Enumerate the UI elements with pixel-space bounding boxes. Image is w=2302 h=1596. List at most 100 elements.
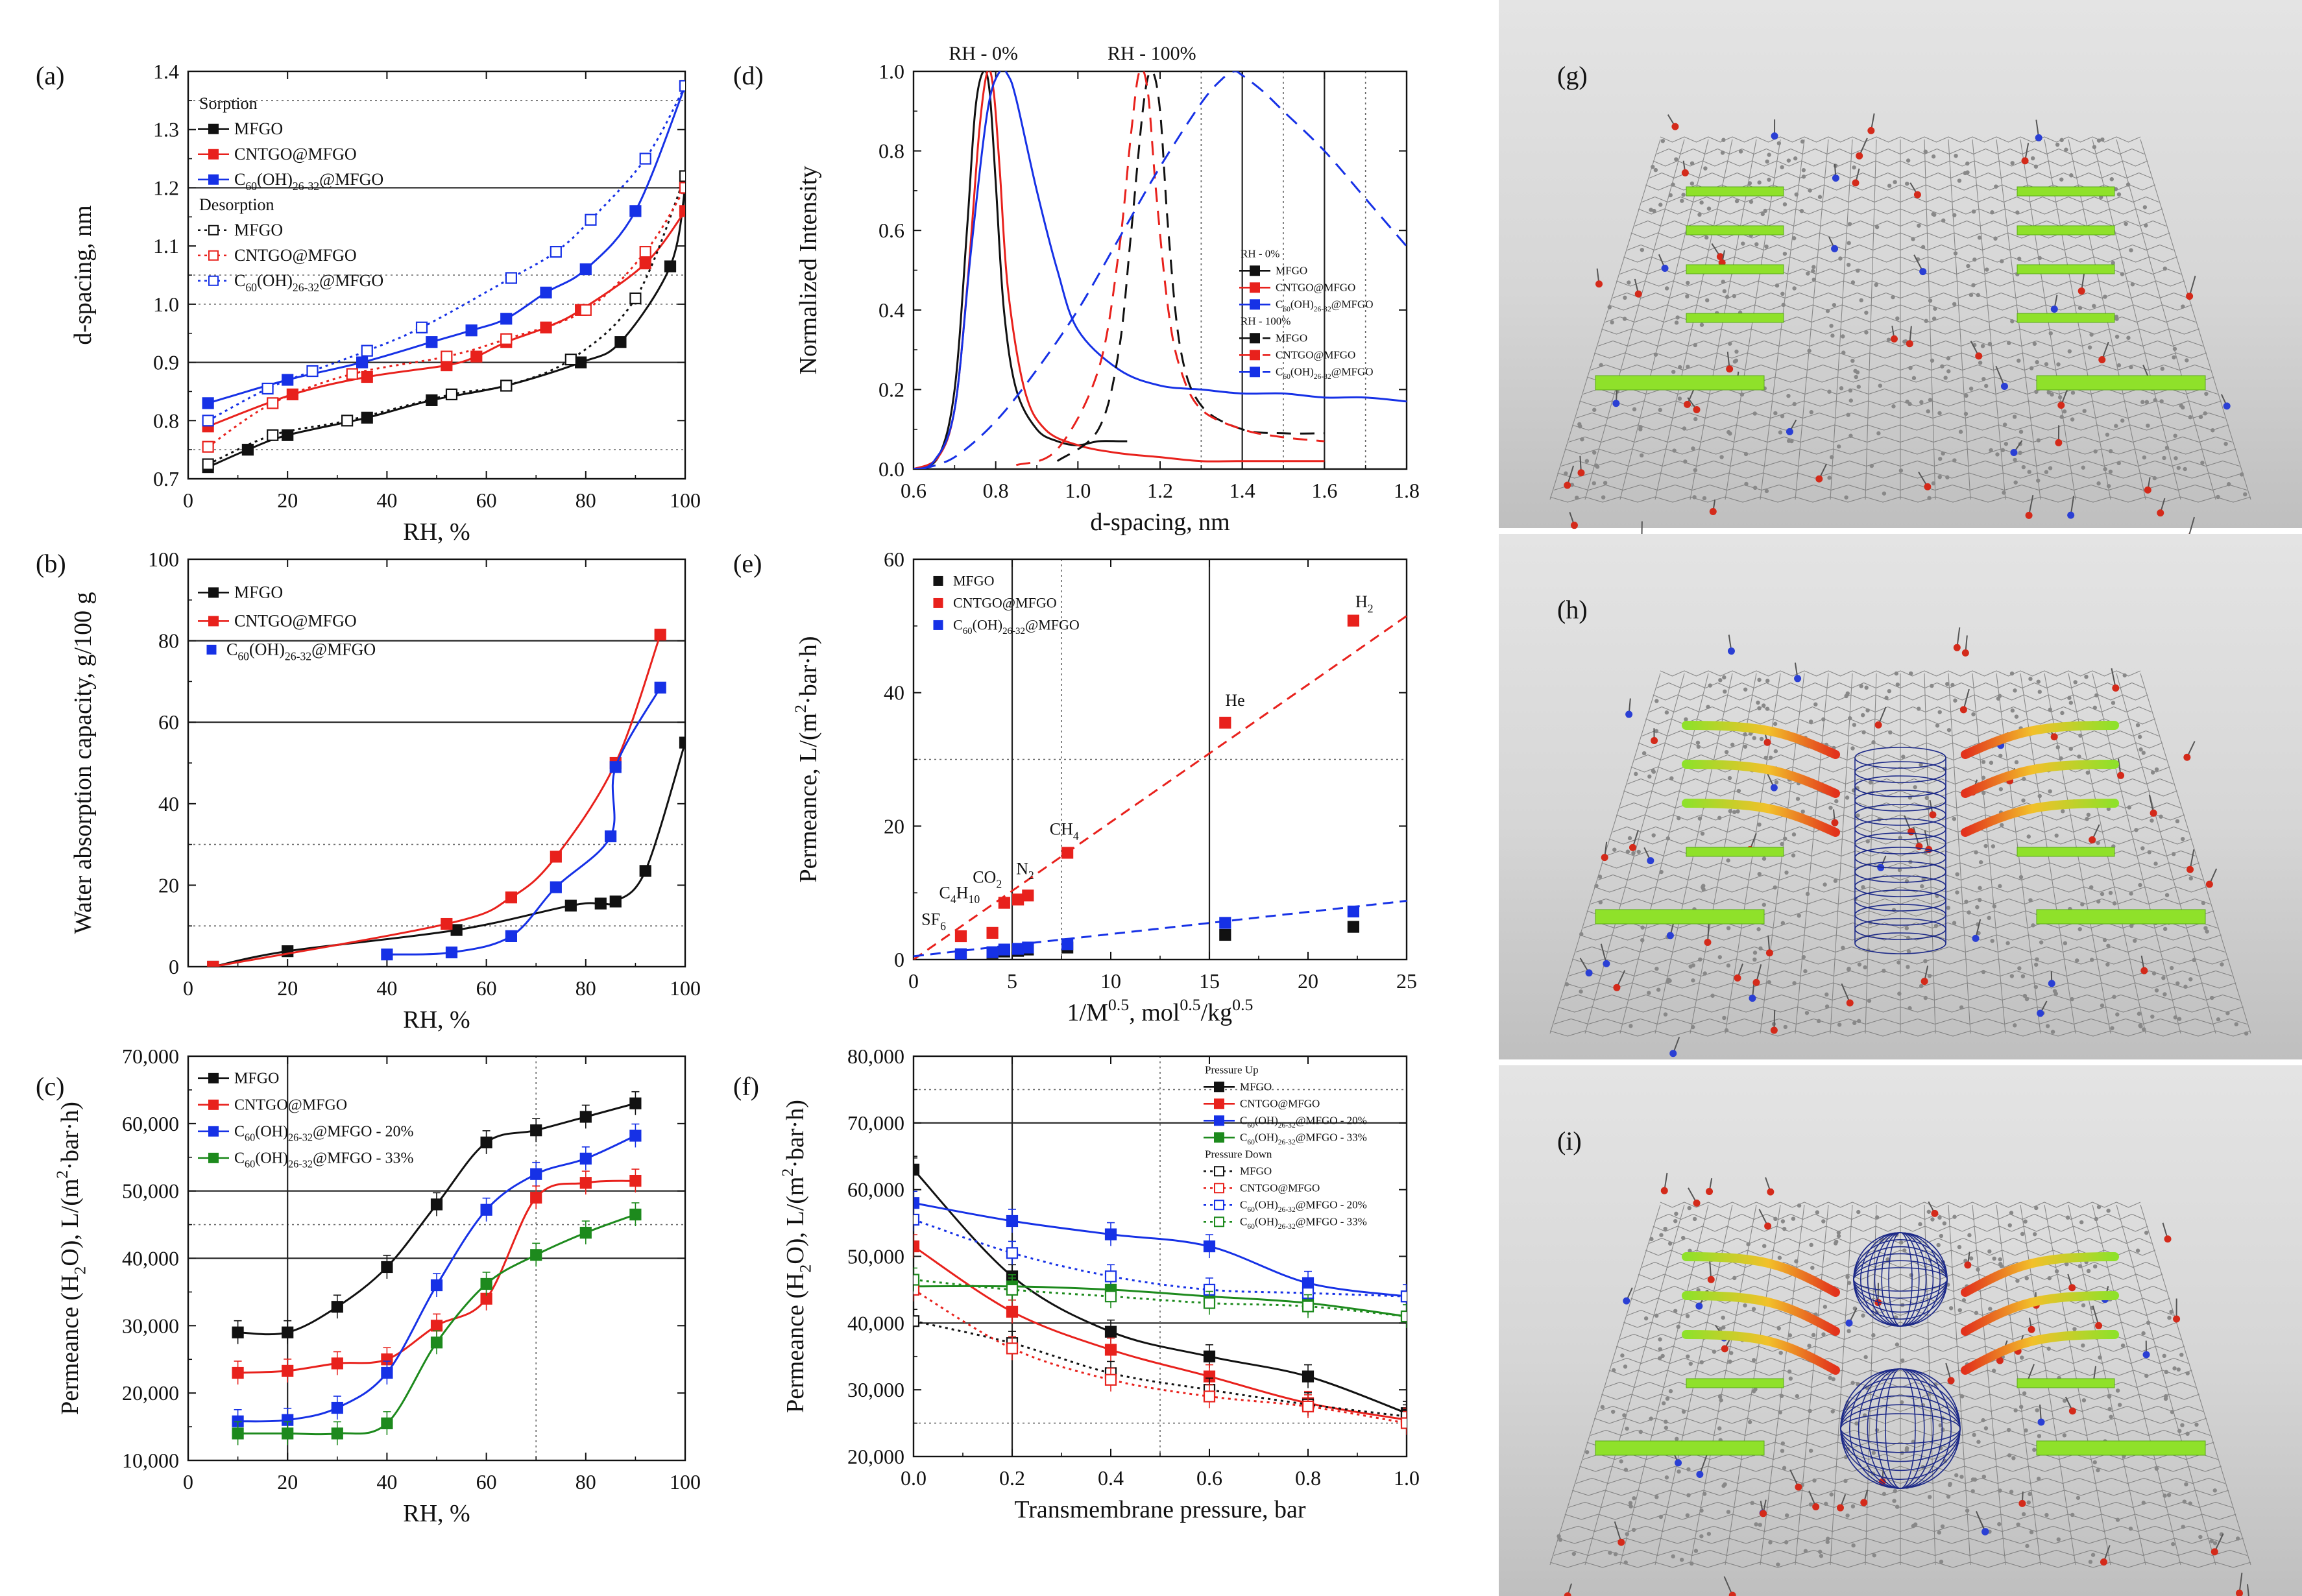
graphene-column xyxy=(2092,1204,2181,1566)
carbon-atom xyxy=(1760,212,1765,217)
carbon-atom xyxy=(1599,363,1603,367)
carbon-atom xyxy=(1747,181,1752,186)
data-point xyxy=(639,246,651,258)
carbon-atom xyxy=(1847,1281,1852,1285)
carbon-atom xyxy=(1850,280,1856,285)
data-point xyxy=(346,368,358,380)
carbon-atom xyxy=(1867,998,1872,1003)
x-tick-label: 0 xyxy=(183,489,193,512)
legend-label: CNTGO@MFGO xyxy=(1240,1098,1320,1110)
functional-group-atom xyxy=(1617,1538,1625,1546)
carbon-atom xyxy=(2172,1366,2177,1371)
carbon-atom xyxy=(1736,788,1741,793)
panel-label: (b) xyxy=(36,549,66,578)
carbon-atom xyxy=(1808,1409,1812,1414)
carbon-atom xyxy=(1898,1240,1904,1245)
series-line xyxy=(914,71,1325,469)
carbon-atom xyxy=(1691,1024,1695,1030)
carbon-atom xyxy=(1926,1209,1932,1214)
carbon-atom xyxy=(1685,1314,1690,1318)
carbon-atom xyxy=(1757,677,1762,683)
carbon-atom xyxy=(1991,1368,1996,1373)
y-tick-label: 40 xyxy=(158,792,179,816)
carbon-atom xyxy=(1782,251,1787,256)
carbon-atom xyxy=(1793,156,1798,161)
carbon-atom xyxy=(1686,1467,1691,1471)
series-line xyxy=(208,210,685,428)
panel-c: 0 20 40 60 80 10010,00020,00030,00040,00050,0… xyxy=(53,1045,701,1527)
carbon-atom xyxy=(1612,847,1617,852)
point-label: CO2 xyxy=(973,868,1002,891)
carbon-atom xyxy=(2102,937,2107,943)
functional-group-atom xyxy=(2048,980,2055,987)
x-tick-label: 1.8 xyxy=(1394,479,1420,502)
carbon-atom xyxy=(1674,320,1679,325)
carbon-atom xyxy=(1965,161,1970,166)
carbon-atom xyxy=(2081,1398,2087,1403)
functional-group-atom xyxy=(2211,1548,2218,1556)
series-line xyxy=(914,1202,1407,1298)
carbon-atom xyxy=(1722,1015,1726,1021)
carbon-atom xyxy=(1998,1488,2002,1493)
carbon-atom xyxy=(1693,417,1698,422)
carbon-atom xyxy=(1847,1329,1851,1333)
carbon-atom xyxy=(2087,345,2092,350)
carbon-atom xyxy=(1654,966,1659,971)
carbon-atom xyxy=(1791,853,1796,858)
carbon-atom xyxy=(1839,386,1844,391)
carbon-atom xyxy=(1937,1215,1942,1220)
data-point xyxy=(1012,893,1024,906)
carbon-atom xyxy=(1776,1562,1780,1567)
legend-label: CNTGO@MFGO xyxy=(234,1097,347,1114)
carbon-atom xyxy=(1752,736,1756,740)
carbon-atom xyxy=(2103,295,2107,299)
carbon-atom xyxy=(2177,1017,2182,1021)
legend-label: CNTGO@MFGO xyxy=(1276,282,1355,294)
carbon-atom xyxy=(1882,1492,1887,1497)
carbon-atom xyxy=(2020,1355,2024,1360)
carbon-atom xyxy=(2170,1410,2175,1414)
carbon-atom xyxy=(1952,213,1957,217)
carbon-atom xyxy=(1721,1315,1725,1320)
legend-label: CNTGO@MFGO xyxy=(234,612,357,631)
legend-label: CNTGO@MFGO xyxy=(234,145,357,163)
x-tick-label: 0 xyxy=(183,1470,193,1493)
carbon-atom xyxy=(1696,744,1701,749)
carbon-atom xyxy=(1888,730,1893,735)
carbon-atom xyxy=(1800,139,1805,144)
carbon-atom xyxy=(1830,1409,1835,1414)
carbon-atom xyxy=(2163,1396,2168,1401)
carbon-atom xyxy=(1728,341,1732,346)
carbon-atom xyxy=(1658,407,1662,413)
flow-arrow-curved xyxy=(1961,760,2119,798)
carbon-atom xyxy=(1989,448,1993,453)
carbon-atom xyxy=(1729,1351,1734,1355)
data-point xyxy=(1104,1270,1117,1283)
carbon-atom xyxy=(2055,745,2060,750)
carbon-atom xyxy=(2089,885,2094,889)
x-tick-label: 0.6 xyxy=(1196,1466,1222,1490)
carbon-atom xyxy=(1699,1360,1704,1364)
carbon-atom xyxy=(1955,872,1959,877)
carbon-atom xyxy=(1797,1203,1802,1208)
flow-arrow-curved xyxy=(1682,1252,1840,1297)
carbon-atom xyxy=(1830,333,1835,338)
carbon-atom xyxy=(2063,941,2068,946)
functional-group-atom xyxy=(1831,819,1839,827)
carbon-atom xyxy=(2005,941,2010,945)
x-tick-label: 0.6 xyxy=(901,479,927,502)
graphene-row xyxy=(1660,1202,2141,1208)
carbon-atom xyxy=(1664,1420,1668,1424)
functional-group-atom xyxy=(2235,1590,2243,1596)
functional-group-atom xyxy=(1874,721,1882,729)
carbon-atom xyxy=(1810,1265,1815,1270)
carbon-atom xyxy=(1971,209,1976,214)
series-cntgo-mfgo xyxy=(232,1168,642,1385)
carbon-atom xyxy=(1752,485,1758,490)
carbon-atom xyxy=(2081,465,2085,470)
carbon-atom xyxy=(1957,178,1962,183)
carbon-atom xyxy=(1864,330,1869,335)
functional-group-atom xyxy=(1764,1222,1772,1230)
data-point xyxy=(1006,1305,1019,1318)
carbon-atom xyxy=(1852,165,1856,170)
